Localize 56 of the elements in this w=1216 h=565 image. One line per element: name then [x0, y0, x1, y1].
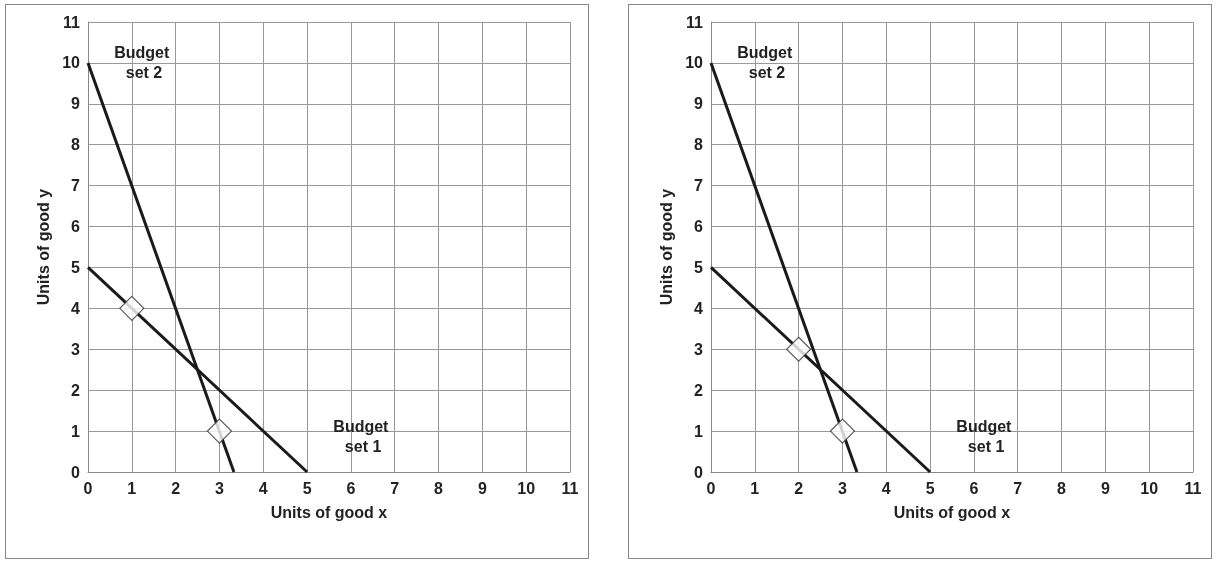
x-tick-label: 5: [925, 479, 935, 497]
x-tick-label: 9: [477, 479, 487, 497]
y-tick-label: 4: [71, 299, 81, 317]
y-tick-label: 5: [71, 258, 81, 276]
y-tick-label: 2: [71, 381, 81, 399]
y-tick-label: 10: [62, 54, 81, 72]
y-tick-label: 6: [694, 218, 704, 236]
x-tick-label: 10: [1140, 479, 1159, 497]
x-tick-label: 6: [969, 479, 979, 497]
y-axis-title: Units of good y: [657, 188, 675, 306]
x-tick-label: 7: [390, 479, 400, 497]
series-label: Budget set 1: [956, 417, 1016, 455]
x-tick-label: 7: [1013, 479, 1023, 497]
y-tick-label: 0: [694, 463, 704, 481]
x-tick-label: 0: [706, 479, 716, 497]
x-tick-label: 1: [127, 479, 137, 497]
x-axis-title: Units of good x: [270, 503, 388, 521]
x-tick-label: 6: [346, 479, 356, 497]
y-tick-label: 2: [694, 381, 704, 399]
y-tick-label: 11: [63, 13, 81, 31]
y-tick-label: 7: [71, 177, 81, 195]
x-tick-label: 8: [1057, 479, 1067, 497]
y-axis-title: Units of good y: [34, 188, 52, 306]
y-tick-label: 7: [694, 177, 704, 195]
y-tick-label: 3: [694, 340, 704, 358]
x-tick-label: 3: [215, 479, 224, 497]
y-tick-label: 11: [686, 13, 704, 31]
y-tick-label: 10: [685, 54, 704, 72]
y-tick-label: 1: [694, 422, 704, 440]
series-label: Budget set 1: [333, 417, 393, 455]
y-tick-label: 9: [694, 95, 704, 113]
y-tick-label: 9: [71, 95, 81, 113]
x-tick-label: 4: [881, 479, 891, 497]
y-tick-label: 3: [71, 340, 81, 358]
x-tick-label: 9: [1100, 479, 1110, 497]
x-tick-label: 10: [517, 479, 536, 497]
x-tick-label: 5: [302, 479, 312, 497]
y-tick-label: 8: [71, 136, 81, 154]
y-tick-label: 6: [71, 218, 81, 236]
y-tick-label: 4: [694, 299, 704, 317]
x-tick-label: 11: [561, 479, 579, 497]
series-label: Budget set 2: [737, 44, 797, 82]
x-tick-label: 8: [434, 479, 444, 497]
y-tick-label: 5: [694, 258, 704, 276]
x-tick-label: 1: [750, 479, 760, 497]
x-tick-label: 11: [1184, 479, 1202, 497]
x-tick-label: 2: [171, 479, 181, 497]
x-tick-label: 2: [794, 479, 804, 497]
x-tick-label: 3: [838, 479, 847, 497]
y-tick-label: 8: [694, 136, 704, 154]
y-tick-label: 1: [71, 422, 81, 440]
y-tick-label: 0: [71, 463, 81, 481]
x-tick-label: 0: [83, 479, 93, 497]
x-axis-title: Units of good x: [893, 503, 1011, 521]
x-tick-label: 4: [258, 479, 268, 497]
series-label: Budget set 2: [114, 44, 174, 82]
